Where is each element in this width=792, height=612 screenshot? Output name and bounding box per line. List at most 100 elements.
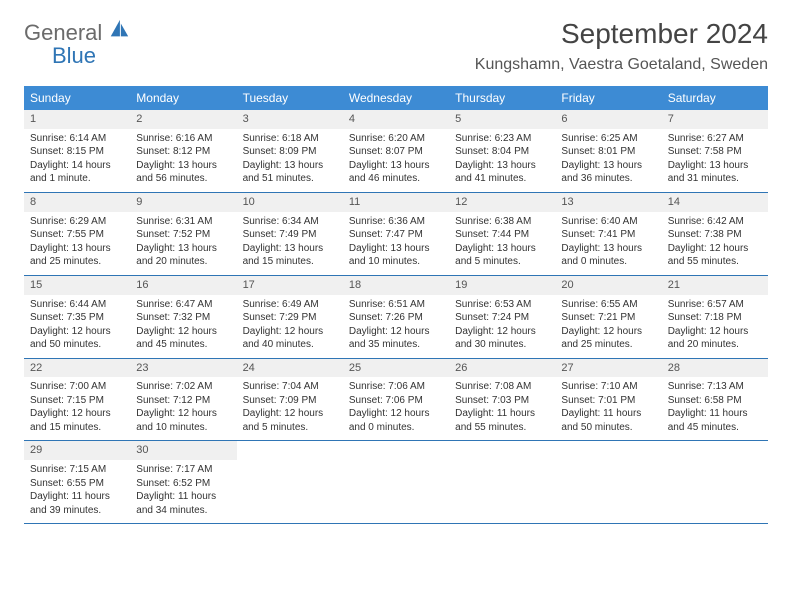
day-cell: 7Sunrise: 6:27 AMSunset: 7:58 PMDaylight… — [662, 110, 768, 192]
day-cell: 10Sunrise: 6:34 AMSunset: 7:49 PMDayligh… — [237, 193, 343, 275]
day-number: 29 — [30, 444, 42, 456]
logo-line1: General — [24, 20, 102, 45]
sunrise-line: Sunrise: 6:27 AM — [668, 132, 762, 146]
daylight-line: Daylight: 11 hours — [30, 490, 124, 504]
sunrise-line: Sunrise: 7:15 AM — [30, 463, 124, 477]
header: General Blue September 2024 Kungshamn, V… — [24, 18, 768, 74]
sunset-line: Sunset: 6:58 PM — [668, 394, 762, 408]
day-number-row: 3 — [237, 110, 343, 129]
day-cell: 9Sunrise: 6:31 AMSunset: 7:52 PMDaylight… — [130, 193, 236, 275]
day-number: 14 — [668, 196, 680, 208]
sunset-line: Sunset: 7:12 PM — [136, 394, 230, 408]
day-number: 15 — [30, 279, 42, 291]
day-cell: 24Sunrise: 7:04 AMSunset: 7:09 PMDayligh… — [237, 359, 343, 441]
day-cell: 2Sunrise: 6:16 AMSunset: 8:12 PMDaylight… — [130, 110, 236, 192]
day-number-row: 19 — [449, 276, 555, 295]
day-number: 8 — [30, 196, 36, 208]
daylight-line-2: and 55 minutes. — [668, 255, 762, 269]
sunset-line: Sunset: 7:15 PM — [30, 394, 124, 408]
sunset-line: Sunset: 7:09 PM — [243, 394, 337, 408]
sunset-line: Sunset: 7:58 PM — [668, 145, 762, 159]
sunset-line: Sunset: 7:29 PM — [243, 311, 337, 325]
day-cell: 5Sunrise: 6:23 AMSunset: 8:04 PMDaylight… — [449, 110, 555, 192]
sunrise-line: Sunrise: 6:14 AM — [30, 132, 124, 146]
day-number: 2 — [136, 113, 142, 125]
day-number-row: 14 — [662, 193, 768, 212]
day-number-row: 29 — [24, 441, 130, 460]
weekday-header-row: SundayMondayTuesdayWednesdayThursdayFrid… — [24, 86, 768, 110]
daylight-line-2: and 41 minutes. — [455, 172, 549, 186]
sunset-line: Sunset: 7:55 PM — [30, 228, 124, 242]
daylight-line-2: and 25 minutes. — [561, 338, 655, 352]
sunset-line: Sunset: 8:15 PM — [30, 145, 124, 159]
daylight-line-2: and 34 minutes. — [136, 504, 230, 518]
sunset-line: Sunset: 7:52 PM — [136, 228, 230, 242]
sunrise-line: Sunrise: 6:23 AM — [455, 132, 549, 146]
daylight-line: Daylight: 13 hours — [349, 242, 443, 256]
daylight-line-2: and 46 minutes. — [349, 172, 443, 186]
day-number: 7 — [668, 113, 674, 125]
sunset-line: Sunset: 6:55 PM — [30, 477, 124, 491]
daylight-line-2: and 0 minutes. — [561, 255, 655, 269]
day-number-row: 11 — [343, 193, 449, 212]
day-number-row: 9 — [130, 193, 236, 212]
weekday-wednesday: Wednesday — [343, 86, 449, 110]
sunrise-line: Sunrise: 6:47 AM — [136, 298, 230, 312]
day-cell-empty — [237, 441, 343, 523]
daylight-line-2: and 20 minutes. — [668, 338, 762, 352]
daylight-line: Daylight: 12 hours — [136, 325, 230, 339]
logo-line2: Blue — [52, 43, 96, 68]
day-number-row: 21 — [662, 276, 768, 295]
weekday-monday: Monday — [130, 86, 236, 110]
daylight-line: Daylight: 13 hours — [349, 159, 443, 173]
daylight-line-2: and 45 minutes. — [136, 338, 230, 352]
daylight-line: Daylight: 11 hours — [561, 407, 655, 421]
day-number: 27 — [561, 362, 573, 374]
day-cell: 29 Sunrise: 7:15 AMSunset: 6:55 PMDayligh… — [24, 441, 130, 523]
daylight-line: Daylight: 12 hours — [455, 325, 549, 339]
daylight-line-2: and 0 minutes. — [349, 421, 443, 435]
daylight-line: Daylight: 13 hours — [243, 159, 337, 173]
day-number-row: 20 — [555, 276, 661, 295]
daylight-line-2: and 50 minutes. — [30, 338, 124, 352]
sunrise-line: Sunrise: 7:08 AM — [455, 380, 549, 394]
day-number-row: 22 — [24, 359, 130, 378]
day-cell: 25Sunrise: 7:06 AMSunset: 7:06 PMDayligh… — [343, 359, 449, 441]
day-cell: 8Sunrise: 6:29 AMSunset: 7:55 PMDaylight… — [24, 193, 130, 275]
day-number-row: 27 — [555, 359, 661, 378]
sunrise-line: Sunrise: 6:31 AM — [136, 215, 230, 229]
sunrise-line: Sunrise: 7:04 AM — [243, 380, 337, 394]
logo-text: General Blue — [24, 18, 130, 67]
day-cell: 1Sunrise: 6:14 AMSunset: 8:15 PMDaylight… — [24, 110, 130, 192]
day-cell: 19Sunrise: 6:53 AMSunset: 7:24 PMDayligh… — [449, 276, 555, 358]
day-cell: 12Sunrise: 6:38 AMSunset: 7:44 PMDayligh… — [449, 193, 555, 275]
sunrise-line: Sunrise: 6:20 AM — [349, 132, 443, 146]
day-number: 21 — [668, 279, 680, 291]
day-number-row: 13 — [555, 193, 661, 212]
sunset-line: Sunset: 6:52 PM — [136, 477, 230, 491]
day-cell: 15Sunrise: 6:44 AMSunset: 7:35 PMDayligh… — [24, 276, 130, 358]
day-number-row: 6 — [555, 110, 661, 129]
sunrise-line: Sunrise: 7:13 AM — [668, 380, 762, 394]
daylight-line-2: and 35 minutes. — [349, 338, 443, 352]
daylight-line-2: and 45 minutes. — [668, 421, 762, 435]
day-number-row: 25 — [343, 359, 449, 378]
day-number: 4 — [349, 113, 355, 125]
month-title: September 2024 — [475, 18, 768, 50]
daylight-line: Daylight: 13 hours — [30, 242, 124, 256]
sunrise-line: Sunrise: 7:17 AM — [136, 463, 230, 477]
sunrise-line: Sunrise: 7:06 AM — [349, 380, 443, 394]
weekday-tuesday: Tuesday — [237, 86, 343, 110]
daylight-line: Daylight: 12 hours — [349, 407, 443, 421]
daylight-line-2: and 50 minutes. — [561, 421, 655, 435]
daylight-line: Daylight: 12 hours — [668, 325, 762, 339]
calendar: SundayMondayTuesdayWednesdayThursdayFrid… — [24, 86, 768, 524]
daylight-line: Daylight: 12 hours — [561, 325, 655, 339]
daylight-line-2: and 30 minutes. — [455, 338, 549, 352]
weeks-container: 1Sunrise: 6:14 AMSunset: 8:15 PMDaylight… — [24, 110, 768, 524]
sunrise-line: Sunrise: 6:34 AM — [243, 215, 337, 229]
daylight-line-2: and 15 minutes. — [243, 255, 337, 269]
day-cell: 18Sunrise: 6:51 AMSunset: 7:26 PMDayligh… — [343, 276, 449, 358]
day-number: 22 — [30, 362, 42, 374]
day-cell: 3Sunrise: 6:18 AMSunset: 8:09 PMDaylight… — [237, 110, 343, 192]
